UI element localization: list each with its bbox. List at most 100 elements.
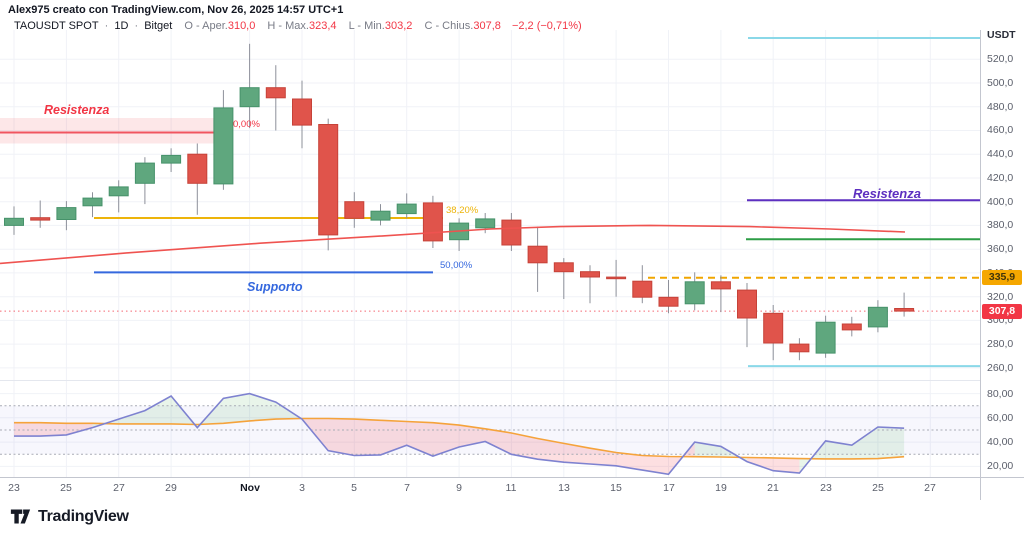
price-axis-tick: 440,0 xyxy=(987,148,1014,160)
time-axis-border xyxy=(0,477,1024,478)
candle xyxy=(632,280,653,298)
open-value: 310,0 xyxy=(227,20,256,32)
indicator-axis-tick: 60,00 xyxy=(987,412,1014,424)
price-axis-tick: 320,0 xyxy=(987,291,1014,303)
open-label: O - Aper. xyxy=(184,20,228,32)
price-badge: 335,9 xyxy=(982,270,1022,285)
time-axis-label: 3 xyxy=(299,482,305,494)
price-axis-tick: 280,0 xyxy=(987,338,1014,350)
candle xyxy=(344,201,365,219)
label-resistenza-red: Resistenza xyxy=(44,103,109,117)
candle xyxy=(553,262,574,273)
candle xyxy=(894,308,915,312)
candle xyxy=(527,245,548,264)
candle xyxy=(501,219,522,246)
candle xyxy=(867,306,888,328)
currency-label: USDT xyxy=(987,29,1016,41)
time-axis-label: 7 xyxy=(404,482,410,494)
tradingview-logo-text: TradingView xyxy=(38,507,129,525)
high-value: 323,4 xyxy=(308,20,337,32)
candle xyxy=(396,203,417,215)
candle xyxy=(370,210,391,221)
candle xyxy=(737,289,757,319)
price-axis-tick: 460,0 xyxy=(987,124,1014,136)
time-axis-label: 23 xyxy=(8,482,20,494)
label-fib-38: 38,20% xyxy=(446,205,479,216)
indicator-axis-tick: 40,00 xyxy=(987,436,1014,448)
label-resistenza-purple: Resistenza xyxy=(853,186,921,201)
candle xyxy=(239,87,260,108)
time-axis-label: 25 xyxy=(60,482,72,494)
candle xyxy=(658,296,679,307)
label-supporto: Supporto xyxy=(247,280,303,294)
candle xyxy=(161,154,182,164)
candle xyxy=(475,218,496,229)
price-axis-tick: 400,0 xyxy=(987,196,1014,208)
indicator-axis-tick: 80,00 xyxy=(987,388,1014,400)
symbol-name[interactable]: TAOUSDT SPOT xyxy=(14,20,99,32)
main-chart-canvas[interactable]: Resistenza 0,00% 38,20% 50,00% Supporto Resis… xyxy=(0,30,980,477)
indicator-axis-tick: 20,00 xyxy=(987,460,1014,472)
tradingview-logo-icon xyxy=(10,509,31,524)
price-axis-tick: 360,0 xyxy=(987,243,1014,255)
label-fib-50: 50,00% xyxy=(440,260,473,271)
time-axis-label: 15 xyxy=(610,482,622,494)
close-value: 307,8 xyxy=(473,20,501,32)
candle xyxy=(292,98,312,126)
timeframe-label[interactable]: 1D xyxy=(114,20,129,32)
time-axis-label: 27 xyxy=(924,482,936,494)
candle xyxy=(710,281,731,290)
low-label: L - Min. xyxy=(348,20,385,32)
candle xyxy=(265,87,286,99)
candle xyxy=(684,281,705,305)
separator-dot: · xyxy=(134,20,139,32)
candle xyxy=(580,271,600,278)
time-axis-label: 11 xyxy=(505,482,517,494)
time-axis-label: Nov xyxy=(240,482,260,494)
rsi-signal-line xyxy=(14,417,905,460)
tradingview-logo[interactable]: TradingView xyxy=(10,507,129,526)
time-axis-label: 29 xyxy=(165,482,177,494)
close-label: C - Chius. xyxy=(424,20,474,32)
symbol-legend[interactable]: TAOUSDT SPOT · 1D · Bitget O - Aper.310,… xyxy=(14,20,582,32)
time-axis-label: 13 xyxy=(558,482,570,494)
candle xyxy=(108,186,129,197)
time-axis-label: 21 xyxy=(767,482,779,494)
candle xyxy=(841,323,862,331)
attribution-text: Alex975 creato con TradingView.com, Nov … xyxy=(8,4,344,16)
price-axis-border xyxy=(980,30,981,500)
separator-dot: · xyxy=(104,20,109,32)
candle xyxy=(56,207,77,221)
candle xyxy=(815,321,836,354)
candle xyxy=(789,343,810,353)
label-fib-0: 0,00% xyxy=(233,119,260,130)
candle xyxy=(213,107,234,185)
candle xyxy=(4,217,24,226)
resistance-zone-band xyxy=(0,118,215,144)
candle xyxy=(318,124,339,236)
time-axis-label: 19 xyxy=(715,482,727,494)
price-axis-tick: 380,0 xyxy=(987,219,1014,231)
price-axis-tick: 480,0 xyxy=(987,101,1014,113)
price-axis-tick: 260,0 xyxy=(987,362,1014,374)
candle xyxy=(30,217,51,221)
price-axis-tick: 420,0 xyxy=(987,172,1014,184)
candle xyxy=(422,202,443,242)
time-axis-label: 23 xyxy=(820,482,832,494)
rsi-line xyxy=(14,392,905,476)
price-badge: 307,8 xyxy=(982,304,1022,319)
time-axis-label: 27 xyxy=(113,482,125,494)
candle xyxy=(763,312,784,344)
change-value: −2,2 (−0,71%) xyxy=(511,20,582,32)
candle xyxy=(82,197,103,207)
candle xyxy=(606,276,627,280)
time-axis-label: 5 xyxy=(351,482,357,494)
price-axis-tick: 500,0 xyxy=(987,77,1014,89)
time-axis-label: 9 xyxy=(456,482,462,494)
candle xyxy=(187,153,208,184)
low-value: 303,2 xyxy=(384,20,413,32)
high-label: H - Max. xyxy=(267,20,309,32)
candle xyxy=(134,162,155,184)
time-axis-label: 17 xyxy=(663,482,675,494)
